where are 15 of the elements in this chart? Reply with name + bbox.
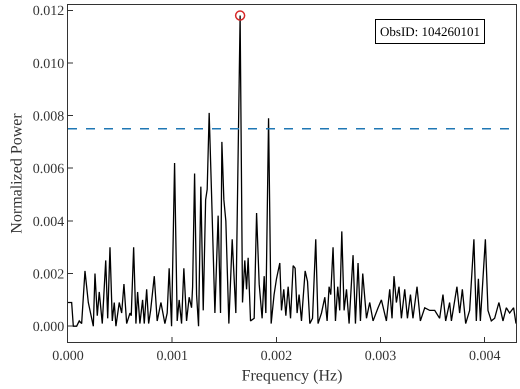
y-tick-label: 0.000 [32,320,64,336]
y-tick-label: 0.004 [32,214,64,230]
x-tick-label: 0.002 [260,348,292,364]
y-tick-label: 0.010 [32,56,64,72]
x-tick-label: 0.004 [468,348,500,364]
y-tick-label: 0.002 [32,267,64,282]
annotation: ObsID: 104260101 [380,24,480,39]
x-tick-label: 0.000 [52,348,84,364]
x-tick-label: 0.001 [156,348,188,364]
x-tick-label: 0.003 [364,348,396,364]
y-tick-label: 0.006 [32,162,64,178]
y-axis-title: Normalized Power [8,112,26,234]
y-tick-label: 0.012 [32,4,64,20]
y-tick-label: 0.008 [32,109,64,124]
x-axis-title: Frequency (Hz) [242,368,342,384]
